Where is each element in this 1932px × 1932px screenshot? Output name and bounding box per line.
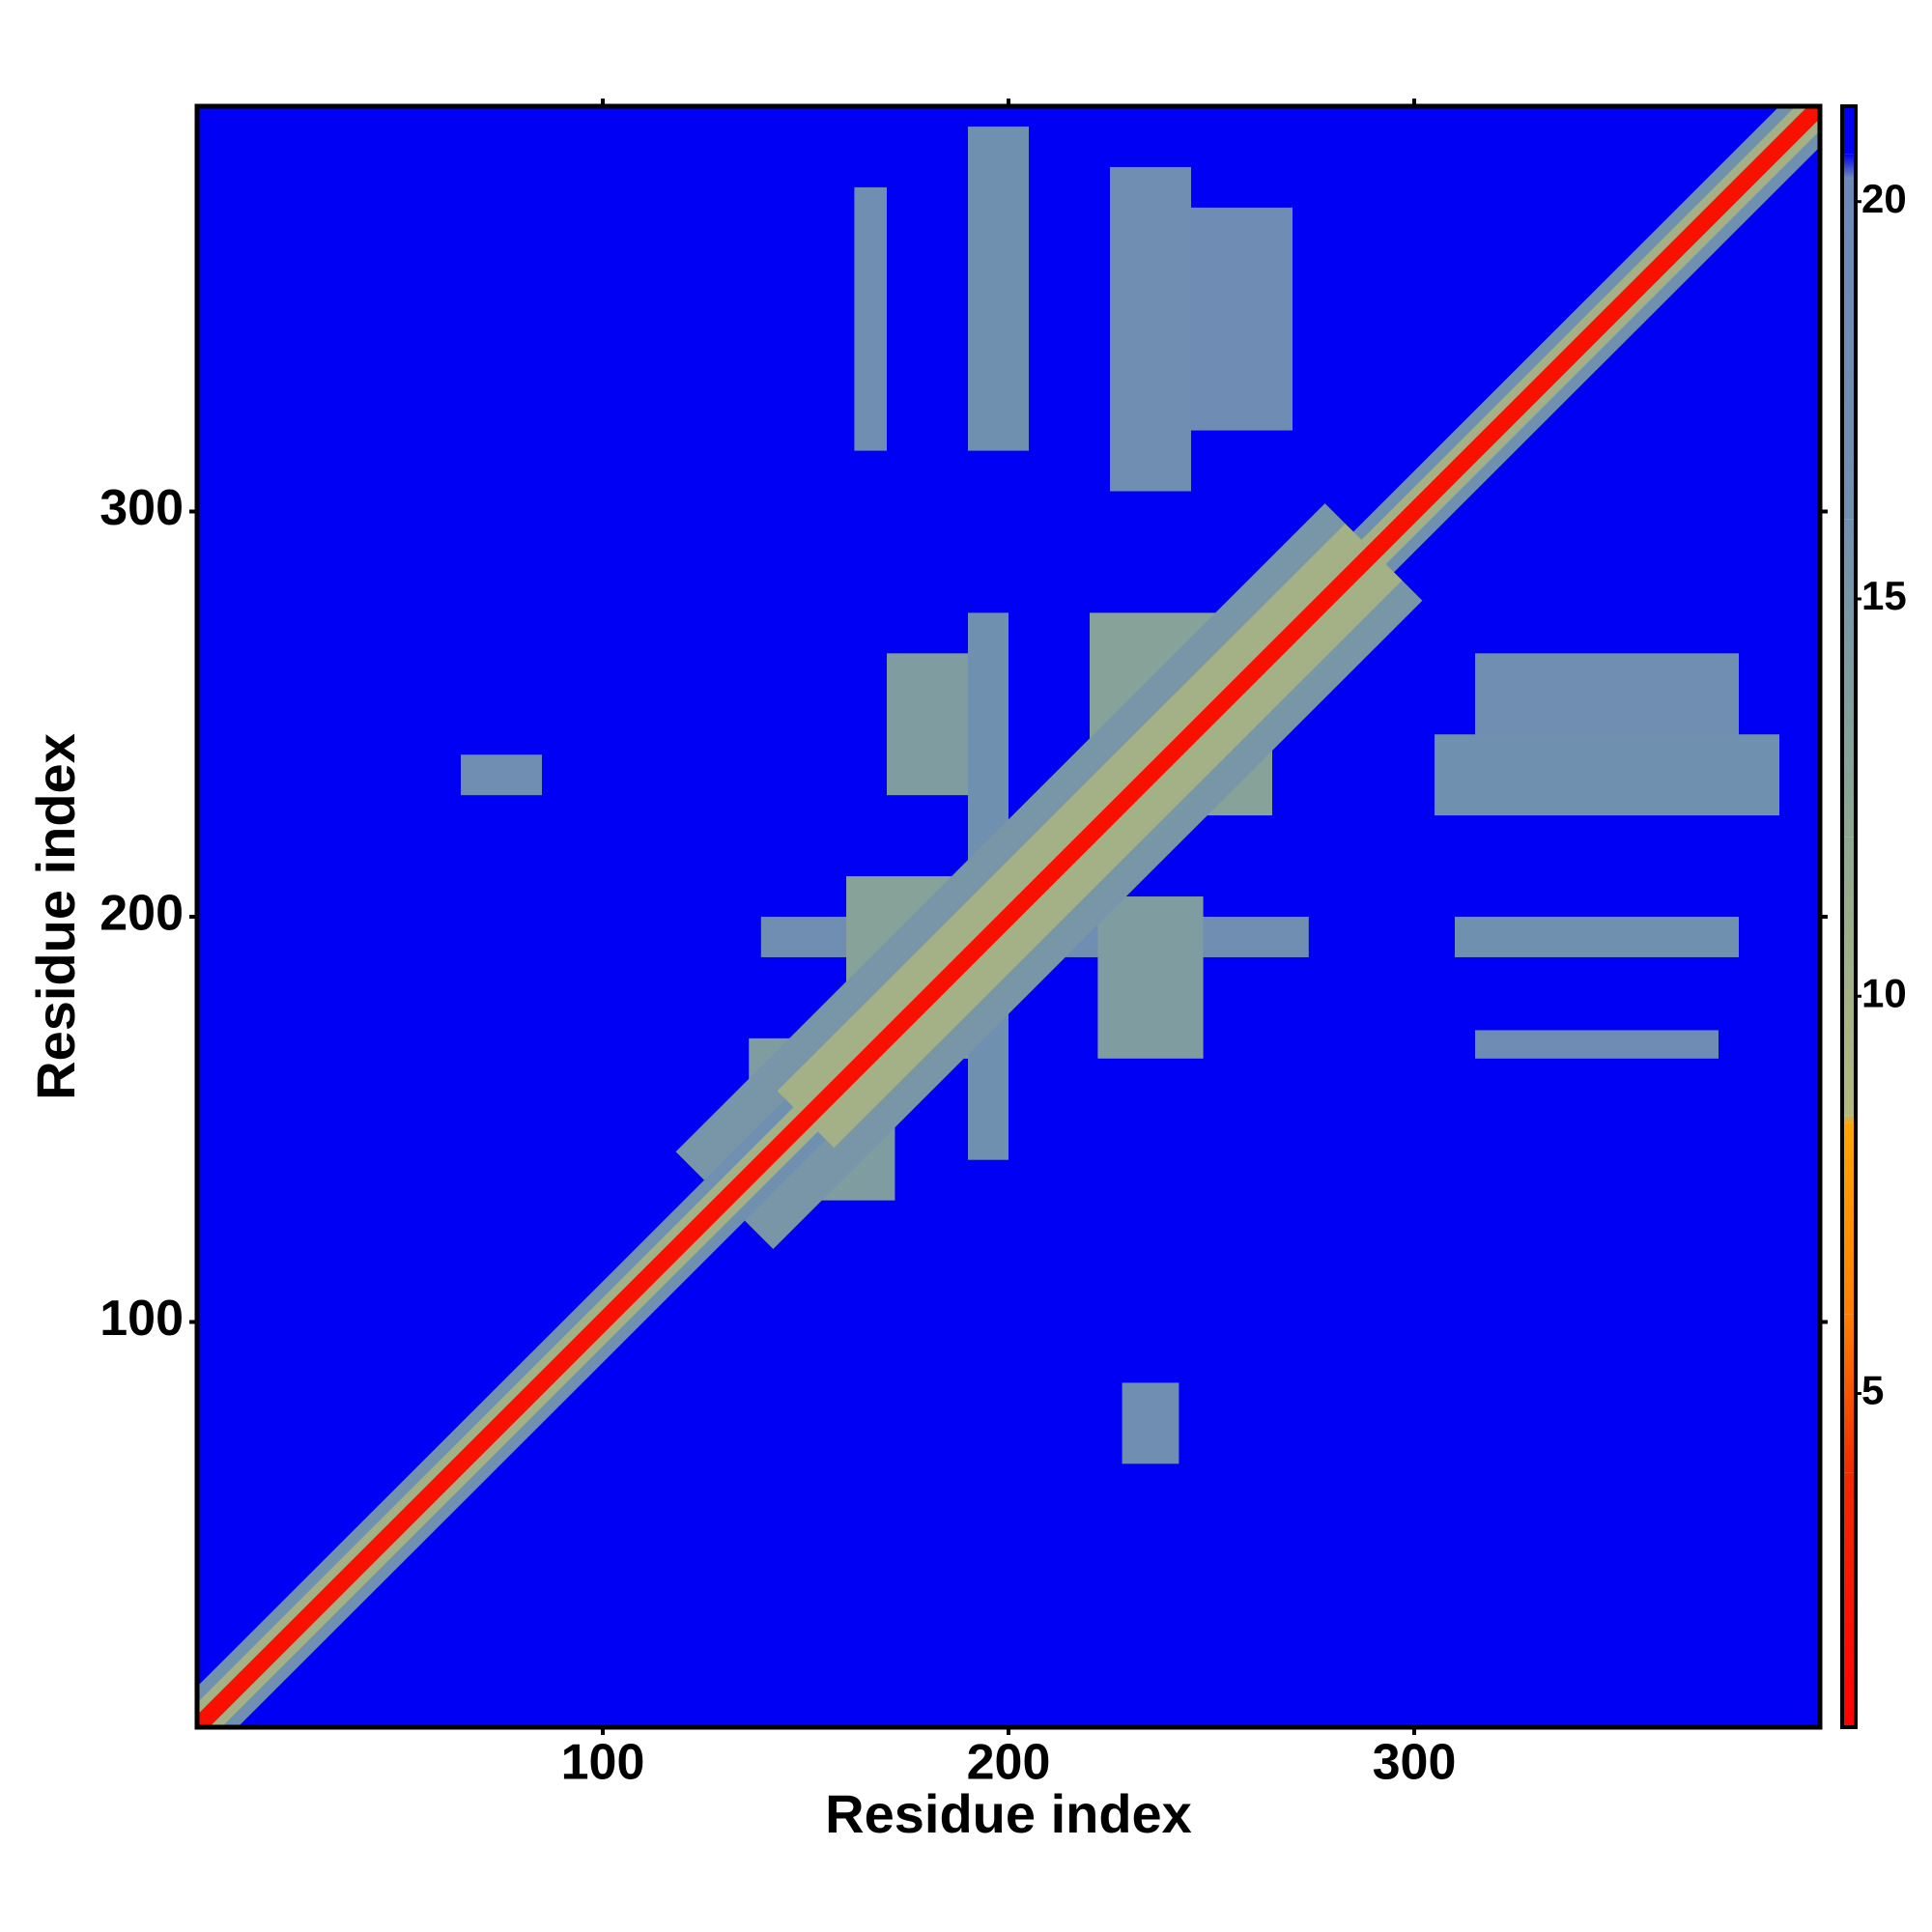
heat-region: [1191, 207, 1293, 431]
colorbar-segment: [1842, 837, 1856, 1116]
x-tick-label: 300: [1373, 1735, 1457, 1791]
colorbar-frame: [1840, 104, 1858, 1729]
colorbar-segment: [1842, 1122, 1856, 1315]
heat-region: [1455, 917, 1739, 957]
colorbar-segment: [1842, 106, 1856, 155]
heat-region: [461, 754, 542, 796]
colorbar-segment: [1842, 178, 1856, 520]
colorbar-tick-label: 10: [1861, 970, 1907, 1015]
heat-region: [1097, 896, 1204, 1059]
colorbar-tick-label: 5: [1861, 1368, 1884, 1413]
heat-region: [968, 126, 1029, 451]
heat-region: [1435, 734, 1779, 816]
x-axis-title: Residue index: [825, 1783, 1192, 1844]
heat-region: [854, 186, 887, 451]
y-axis-title: Residue index: [25, 733, 86, 1100]
colorbar-segment: [1842, 154, 1856, 179]
y-tick-label: 200: [99, 886, 184, 942]
heat-region: [1110, 166, 1191, 492]
heat-region: [1475, 1030, 1719, 1059]
colorbar-tick-label: 20: [1861, 176, 1907, 221]
colorbar-segment: [1842, 1314, 1856, 1473]
diagonal-band: [197, 106, 1820, 1727]
y-tick-label: 300: [99, 480, 184, 536]
colorbar-tick-label: 15: [1861, 573, 1907, 618]
x-tick-label: 100: [561, 1735, 645, 1791]
plot-area: [197, 106, 1820, 1727]
colorbar-segment: [1842, 1472, 1856, 1727]
x-tick-label: 200: [967, 1735, 1051, 1791]
y-tick-label: 100: [99, 1291, 184, 1347]
heat-region: [1122, 1382, 1179, 1464]
colorbar-segment: [1842, 1115, 1856, 1123]
colorbar-segment: [1842, 519, 1856, 838]
